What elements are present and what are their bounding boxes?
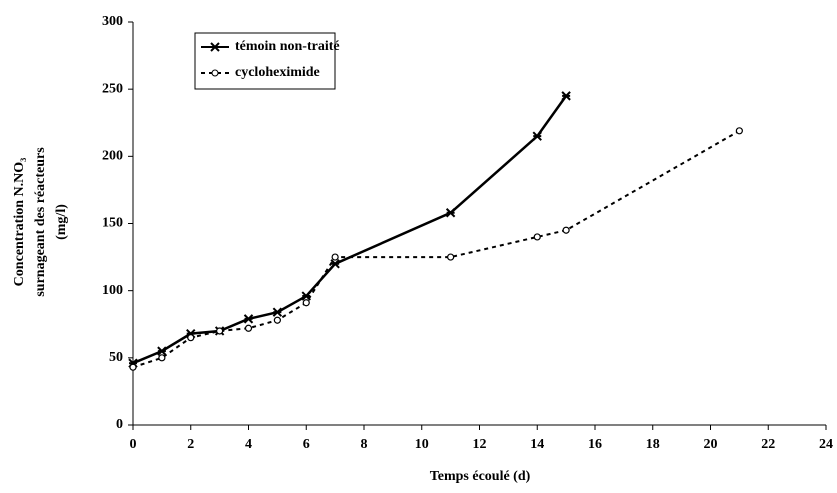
marker bbox=[157, 346, 167, 356]
marker bbox=[562, 226, 570, 234]
y-tick-label: 50 bbox=[109, 350, 123, 365]
marker bbox=[445, 208, 456, 218]
x-tick-label: 20 bbox=[704, 437, 718, 452]
marker bbox=[244, 324, 253, 332]
marker bbox=[187, 334, 195, 342]
x-axis-title: Temps écoulé (d) bbox=[430, 469, 531, 484]
x-tick-label: 18 bbox=[646, 437, 660, 452]
x-tick-label: 6 bbox=[303, 437, 310, 452]
marker bbox=[158, 354, 166, 362]
x-tick-label: 12 bbox=[473, 437, 487, 452]
marker bbox=[129, 363, 137, 371]
y-axis-title: surnageant des réacteurs bbox=[33, 147, 48, 297]
x-tick-label: 22 bbox=[761, 437, 775, 452]
x-tick-label: 24 bbox=[819, 437, 833, 452]
marker bbox=[330, 259, 340, 269]
marker bbox=[273, 316, 281, 324]
legend-box bbox=[194, 32, 336, 90]
legend-label: témoin non-traité bbox=[235, 39, 340, 54]
y-axis-title: Concentration N.NO₃ bbox=[12, 158, 27, 287]
marker bbox=[331, 253, 339, 261]
x-tick-label: 8 bbox=[361, 437, 368, 452]
legend-label: cycloheximide bbox=[235, 65, 320, 80]
marker bbox=[272, 307, 283, 317]
series-line bbox=[132, 129, 740, 369]
y-tick-label: 250 bbox=[102, 81, 123, 96]
x-tick-label: 10 bbox=[415, 437, 429, 452]
x-tick-label: 2 bbox=[187, 437, 194, 452]
x-tick-label: 14 bbox=[530, 437, 544, 452]
marker bbox=[532, 131, 542, 141]
marker bbox=[243, 314, 254, 324]
y-tick-label: 150 bbox=[102, 216, 123, 231]
marker bbox=[447, 253, 455, 261]
marker bbox=[735, 127, 743, 135]
x-tick-label: 16 bbox=[588, 437, 602, 452]
legend-marker bbox=[211, 69, 219, 77]
y-tick-label: 100 bbox=[102, 283, 123, 298]
marker bbox=[302, 299, 310, 307]
y-tick-label: 0 bbox=[116, 417, 123, 432]
series-line bbox=[132, 95, 568, 365]
marker bbox=[561, 91, 571, 101]
x-tick-label: 4 bbox=[245, 437, 252, 452]
y-axis-title: (mg/l) bbox=[54, 204, 69, 240]
y-tick-label: 300 bbox=[102, 14, 123, 29]
legend-marker bbox=[210, 42, 220, 52]
marker bbox=[533, 233, 541, 241]
marker bbox=[216, 327, 224, 335]
x-tick-label: 0 bbox=[130, 437, 137, 452]
y-tick-label: 200 bbox=[102, 149, 123, 164]
